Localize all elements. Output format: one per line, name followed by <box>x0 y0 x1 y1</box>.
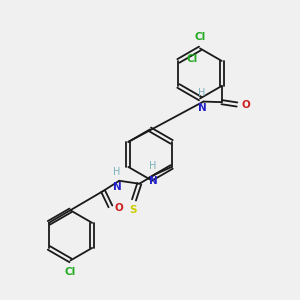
Text: N: N <box>112 182 121 192</box>
Text: N: N <box>198 103 206 113</box>
Text: Cl: Cl <box>194 32 206 42</box>
Text: N: N <box>149 176 158 186</box>
Text: H: H <box>198 88 206 98</box>
Text: S: S <box>129 205 136 215</box>
Text: O: O <box>242 100 250 110</box>
Text: H: H <box>149 161 157 171</box>
Text: Cl: Cl <box>187 55 198 64</box>
Text: O: O <box>115 203 124 213</box>
Text: Cl: Cl <box>65 267 76 277</box>
Text: H: H <box>113 167 121 177</box>
